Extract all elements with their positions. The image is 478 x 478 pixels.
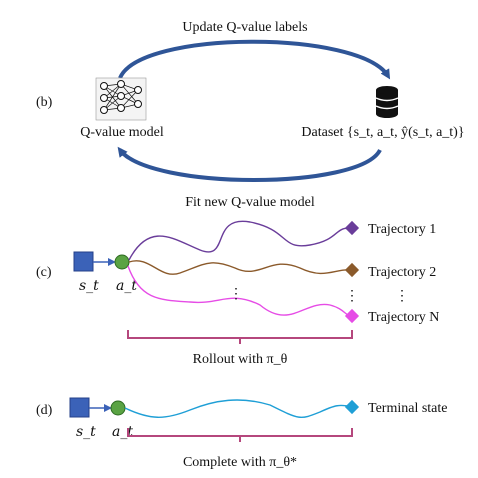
- database-icon: [375, 86, 399, 118]
- trajectory-1-diamond: [344, 220, 360, 236]
- update-arrow: [118, 39, 391, 80]
- terminal-state-label: Terminal state: [368, 401, 448, 416]
- q-value-model-label: Q-value model: [80, 125, 164, 140]
- action-symbol-d: a_t: [112, 424, 133, 440]
- trajectory-2-label: Trajectory 2: [368, 265, 436, 280]
- update-labels-text: Update Q-value labels: [182, 20, 307, 35]
- ellipsis-labels: ⋮: [395, 289, 409, 304]
- action-symbol: a_t: [116, 278, 137, 294]
- rollout-bracket: [127, 330, 353, 339]
- state-square: [73, 251, 94, 272]
- complete-label: Complete with π_θ*: [183, 455, 297, 470]
- trajectory-n-path: [127, 265, 353, 317]
- trajectory-2-path: [128, 260, 353, 275]
- fit-model-text: Fit new Q-value model: [185, 195, 315, 210]
- action-circle-d: [110, 400, 126, 416]
- fit-arrow: [117, 146, 382, 182]
- panel-c-label: (c): [36, 265, 52, 280]
- ellipsis-middle: ⋮: [229, 287, 243, 302]
- dataset-label: Dataset {s_t, a_t, ŷ(s_t, a_t)}: [301, 125, 464, 140]
- trajectory-n-label: Trajectory N: [368, 310, 439, 325]
- neural-network-icon: [95, 77, 147, 121]
- rollout-label: Rollout with π_θ: [193, 352, 288, 367]
- trajectory-2-diamond: [344, 262, 360, 278]
- panel-d-label: (d): [36, 403, 53, 418]
- trajectory-1-path: [128, 220, 353, 261]
- action-circle: [114, 254, 130, 270]
- terminal-diamond: [344, 399, 360, 415]
- complete-bracket: [127, 428, 353, 437]
- ellipsis-diamonds: ⋮: [345, 289, 359, 304]
- trajectory-n-diamond: [344, 308, 360, 324]
- state-symbol: s_t: [79, 278, 99, 294]
- trajectory-1-label: Trajectory 1: [368, 222, 436, 237]
- panel-b-label: (b): [36, 95, 53, 110]
- state-square-d: [69, 397, 90, 418]
- completion-path: [124, 399, 353, 418]
- state-symbol-d: s_t: [76, 424, 96, 440]
